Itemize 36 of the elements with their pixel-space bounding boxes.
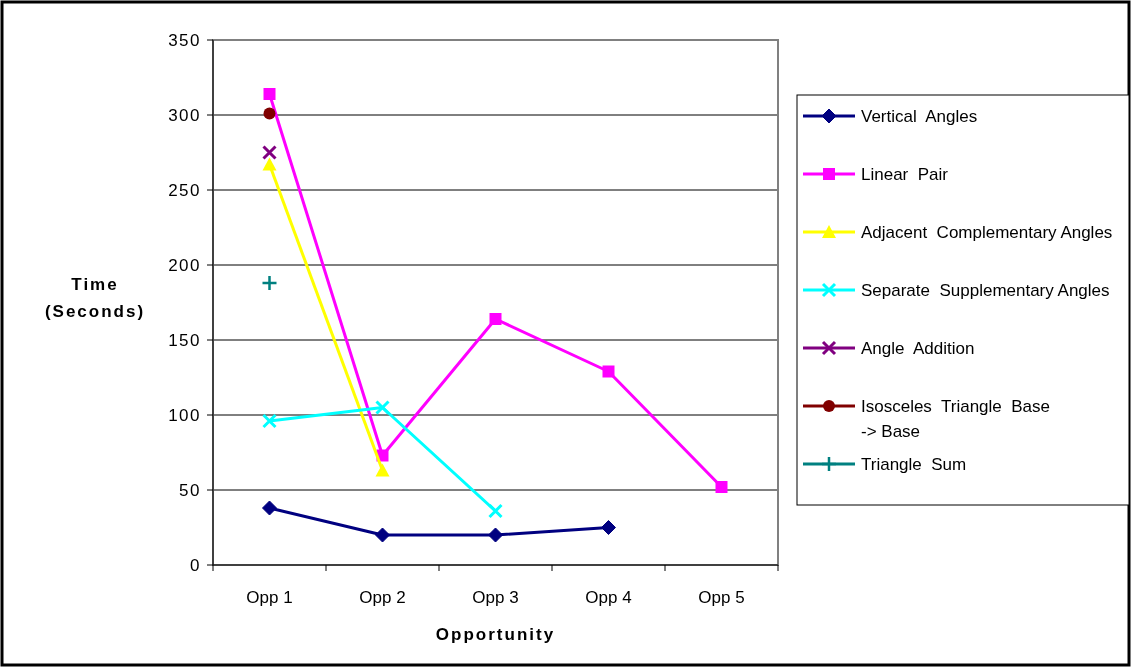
legend-label: Adjacent Complementary Angles xyxy=(861,222,1113,242)
point xyxy=(489,313,502,325)
x-tick-label: Opp 5 xyxy=(698,588,745,607)
y-tick-label: 350 xyxy=(168,30,201,50)
x-axis-title: Opportunity xyxy=(435,625,556,644)
point xyxy=(375,527,390,543)
point xyxy=(263,107,276,120)
point xyxy=(488,503,503,519)
y-axis-title: Time (Seconds) xyxy=(44,275,146,321)
y-tick-label: 100 xyxy=(168,405,201,425)
x-tick-label: Opp 4 xyxy=(585,588,632,607)
point xyxy=(488,527,503,543)
legend-label: Isosceles Triangle Base -> Base xyxy=(861,396,1050,441)
point xyxy=(602,365,615,378)
point xyxy=(715,481,728,493)
point xyxy=(263,88,276,100)
point xyxy=(262,413,277,429)
y-tick-label: 300 xyxy=(168,105,201,125)
point xyxy=(261,274,278,292)
x-tick-label: Opp 3 xyxy=(472,588,519,607)
y-tick-label: 0 xyxy=(190,555,201,575)
x-tick-label: Opp 1 xyxy=(246,588,293,607)
point xyxy=(601,520,616,535)
y-tick-label: 250 xyxy=(168,180,201,200)
point xyxy=(262,145,277,160)
point xyxy=(262,500,277,516)
y-tick-label: 50 xyxy=(179,480,201,500)
legend-label: Angle Addition xyxy=(861,338,975,358)
y-tick-label: 150 xyxy=(168,330,201,350)
legend-label: Vertical Angles xyxy=(861,106,978,126)
legend-label: Linear Pair xyxy=(861,164,949,184)
point xyxy=(375,400,390,415)
legend-label: Triangle Sum xyxy=(861,454,967,474)
y-tick-label: 200 xyxy=(168,255,201,275)
x-tick-label: Opp 2 xyxy=(359,588,406,607)
legend-label: Separate Supplementary Angles xyxy=(861,280,1110,300)
